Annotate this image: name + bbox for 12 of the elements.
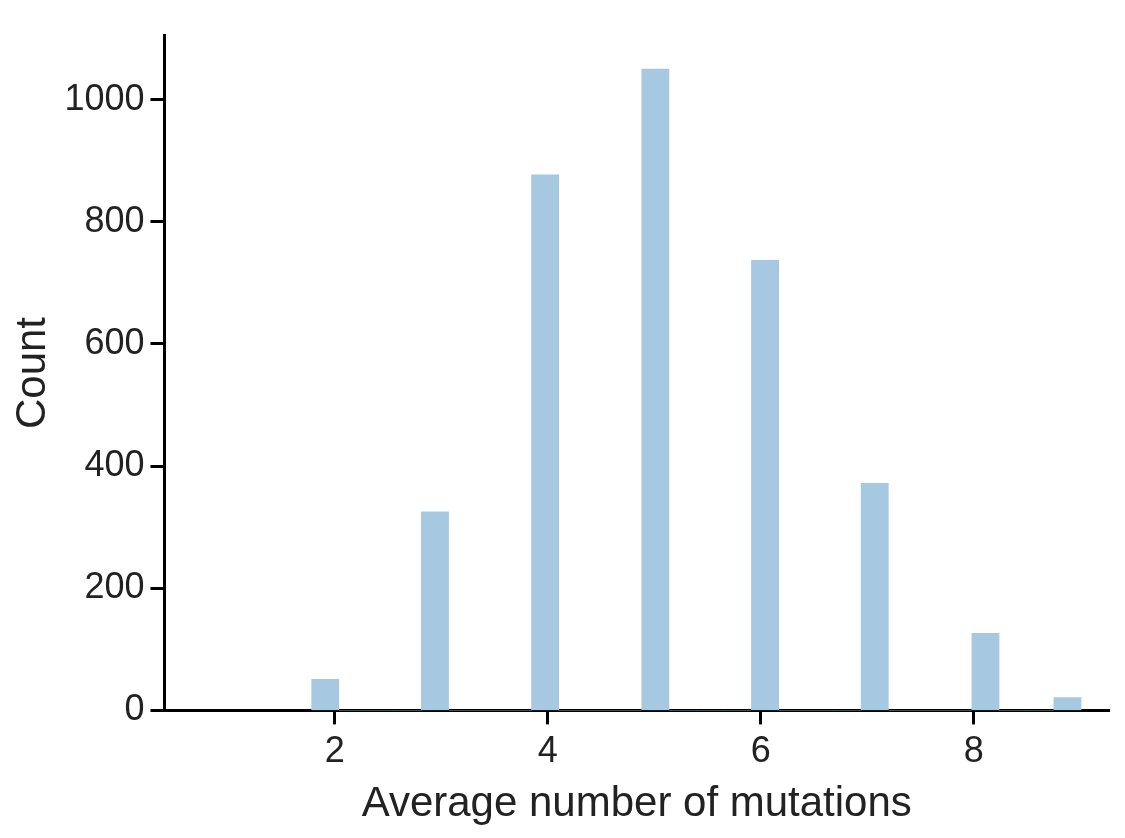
y-axis-title: Count [6,316,54,430]
y-tick-label: 1000 [64,76,145,118]
y-tick-label: 800 [84,198,145,240]
x-tick-label: 2 [324,728,345,770]
y-tick-label: 400 [84,443,145,485]
x-tick-label: 8 [963,728,984,770]
y-tick-label: 600 [84,320,145,362]
x-tick-label: 6 [750,728,771,770]
y-tick-label: 0 [124,687,145,729]
x-tick-label: 4 [537,728,558,770]
x-axis-title: Average number of mutations [361,778,912,826]
y-tick-label: 200 [84,565,145,607]
